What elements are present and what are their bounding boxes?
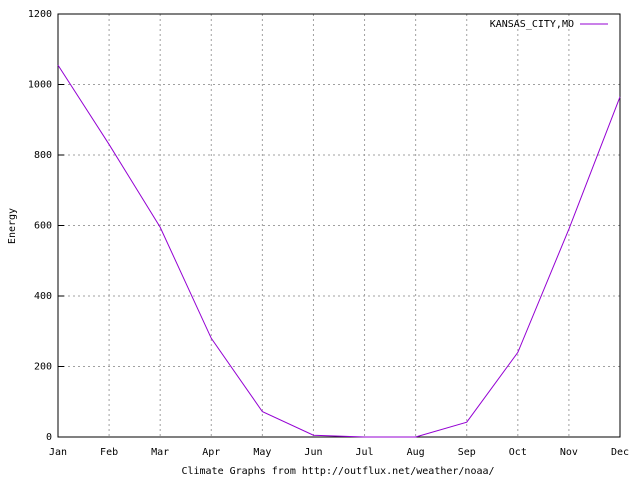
y-tick-label: 1000 (28, 80, 52, 91)
y-tick-label: 400 (34, 291, 52, 302)
y-tick-label: 200 (34, 362, 52, 373)
legend-label: KANSAS_CITY,MO (490, 19, 574, 30)
x-tick-label: Oct (509, 447, 527, 458)
x-tick-label: Aug (407, 447, 425, 458)
y-tick-label: 600 (34, 221, 52, 232)
x-tick-label: Mar (151, 447, 169, 458)
y-tick-label: 1200 (28, 9, 52, 20)
x-tick-label: Dec (611, 447, 629, 458)
x-tick-label: Jun (304, 447, 322, 458)
x-axis-label: Climate Graphs from http://outflux.net/w… (181, 466, 494, 477)
x-tick-label: Jan (49, 447, 67, 458)
y-tick-label: 800 (34, 150, 52, 161)
y-axis-label: Energy (7, 208, 18, 244)
x-tick-label: Sep (458, 447, 476, 458)
x-tick-label: May (253, 447, 271, 458)
y-tick-label: 0 (46, 432, 52, 443)
x-tick-label: Feb (100, 447, 118, 458)
plot-frame (57, 13, 621, 438)
x-tick-label: Jul (356, 447, 374, 458)
x-tick-label: Apr (202, 447, 220, 458)
data-line (57, 64, 621, 438)
x-tick-label: Nov (560, 447, 578, 458)
